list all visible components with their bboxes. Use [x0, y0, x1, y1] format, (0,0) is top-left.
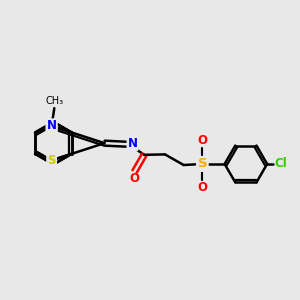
- Text: O: O: [197, 181, 207, 194]
- Text: CH₃: CH₃: [45, 97, 63, 106]
- Text: N: N: [128, 137, 137, 150]
- Text: S: S: [197, 158, 207, 170]
- Text: O: O: [197, 134, 207, 147]
- Text: N: N: [46, 119, 57, 133]
- Text: S: S: [47, 154, 56, 167]
- Text: Cl: Cl: [274, 158, 287, 170]
- Text: O: O: [130, 172, 140, 185]
